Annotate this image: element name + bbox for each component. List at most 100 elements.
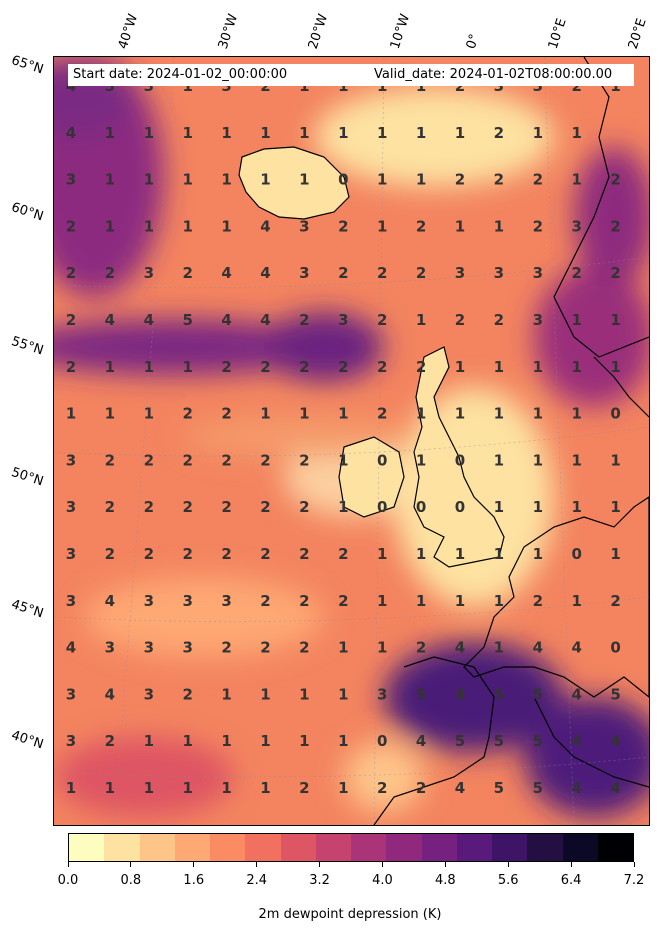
- grid-value: 1: [66, 405, 76, 423]
- grid-value: 4: [610, 732, 620, 750]
- valid-date: Valid_date: 2024-01-02T08:00:00.00: [374, 67, 613, 82]
- grid-value: 3: [494, 77, 504, 95]
- grid-value: 0: [455, 451, 465, 469]
- lat-label-40n: 40°N: [9, 728, 46, 753]
- grid-value: 1: [338, 124, 348, 142]
- grid-value: 2: [105, 264, 115, 282]
- colorbar-label: 2m dewpoint depression (K): [258, 907, 442, 922]
- grid-value: 2: [455, 77, 465, 95]
- grid-value: 3: [144, 639, 154, 657]
- grid-value: 1: [105, 217, 115, 235]
- colorbar-segment: [351, 834, 387, 861]
- grid-value: 4: [455, 639, 465, 657]
- grid-value: 3: [377, 685, 387, 703]
- grid-value: 1: [221, 124, 231, 142]
- grid-value: 1: [221, 217, 231, 235]
- grid-value: 2: [182, 685, 192, 703]
- grid-value: 1: [338, 451, 348, 469]
- grid-value: 4: [105, 311, 115, 329]
- grid-value: 2: [299, 779, 309, 797]
- lat-label-45n: 45°N: [9, 597, 46, 622]
- grid-value: 1: [221, 685, 231, 703]
- grid-value: 2: [182, 405, 192, 423]
- grid-value: 5: [494, 779, 504, 797]
- grid-value: 1: [571, 358, 581, 376]
- grid-value: 1: [260, 779, 270, 797]
- colorbar-tick-label: 6.4: [560, 873, 582, 888]
- grid-value: 3: [571, 217, 581, 235]
- grid-value: 4: [416, 732, 426, 750]
- grid-value: 1: [66, 779, 76, 797]
- grid-value: 1: [610, 358, 620, 376]
- grid-value: 1: [377, 171, 387, 189]
- grid-value: 2: [105, 498, 115, 516]
- grid-value: 3: [533, 77, 543, 95]
- grid-value: 2: [494, 124, 504, 142]
- grid-value: 1: [144, 779, 154, 797]
- grid-value: 2: [455, 311, 465, 329]
- colorbar-segment: [139, 834, 175, 861]
- grid-value: 0: [416, 498, 426, 516]
- grid-value: 2: [377, 405, 387, 423]
- colorbar-segment: [315, 834, 351, 861]
- grid-value: 0: [377, 451, 387, 469]
- grid-value: 3: [299, 217, 309, 235]
- grid-value: 2: [221, 545, 231, 563]
- colorbar-tick-label: 0.0: [57, 873, 79, 888]
- grid-value: 1: [494, 592, 504, 610]
- colorbar-segment: [174, 834, 210, 861]
- grid-value: 2: [66, 217, 76, 235]
- grid-value: 2: [338, 545, 348, 563]
- grid-value: 3: [66, 451, 76, 469]
- lat-label-50n: 50°N: [9, 465, 46, 490]
- grid-value: 2: [299, 311, 309, 329]
- grid-value: 1: [610, 311, 620, 329]
- grid-value: 2: [260, 545, 270, 563]
- colorbar-segment: [597, 834, 633, 861]
- grid-value: 5: [533, 732, 543, 750]
- grid-value: 1: [571, 592, 581, 610]
- grid-value: 1: [105, 171, 115, 189]
- colorbar-segment: [562, 834, 598, 861]
- grid-value: 4: [66, 124, 76, 142]
- grid-value: 2: [299, 639, 309, 657]
- grid-value: 2: [260, 639, 270, 657]
- colorbar-tick-label: 5.6: [497, 873, 519, 888]
- grid-value: 1: [260, 732, 270, 750]
- grid-value: 3: [66, 732, 76, 750]
- grid-value: 1: [144, 405, 154, 423]
- dewpoint-depression-map: 4 3 3 1 3 2 1 1 1 1 2 3 3 2 1 4 1 1 1 1 1 1 1 1 1 1 2 1 1 3 1 1 1 1 1 1 0 1 1 2…: [54, 57, 649, 825]
- lon-label-30w: 30°W: [215, 12, 242, 51]
- lon-label-10e: 10°E: [545, 16, 570, 51]
- grid-value: 1: [571, 405, 581, 423]
- grid-value: 1: [105, 124, 115, 142]
- coastlines: [238, 57, 649, 825]
- colorbar-tick-mark: [507, 862, 509, 867]
- grid-value: 1: [533, 545, 543, 563]
- grid-value: 1: [494, 639, 504, 657]
- colorbar-segment: [421, 834, 457, 861]
- grid-value: 1: [455, 592, 465, 610]
- grid-value: 1: [377, 217, 387, 235]
- grid-value: 3: [533, 311, 543, 329]
- grid-value: 2: [377, 311, 387, 329]
- grid-value: 4: [533, 639, 543, 657]
- grid-value: 1: [144, 732, 154, 750]
- grid-value: 3: [144, 264, 154, 282]
- grid-value: 2: [221, 405, 231, 423]
- grid-value: 2: [221, 358, 231, 376]
- grid-value: 5: [494, 732, 504, 750]
- grid-value: 1: [494, 545, 504, 563]
- grid-value: 3: [299, 264, 309, 282]
- grid-value: 2: [260, 498, 270, 516]
- grid-value: 0: [571, 545, 581, 563]
- grid-value: 1: [610, 498, 620, 516]
- grid-value: 3: [338, 311, 348, 329]
- colorbar-segment: [69, 834, 105, 861]
- grid-value: 1: [299, 77, 309, 95]
- grid-value: 1: [494, 498, 504, 516]
- grid-value: 1: [571, 171, 581, 189]
- grid-value: 4: [105, 685, 115, 703]
- grid-value: 2: [182, 545, 192, 563]
- grid-value: 1: [338, 639, 348, 657]
